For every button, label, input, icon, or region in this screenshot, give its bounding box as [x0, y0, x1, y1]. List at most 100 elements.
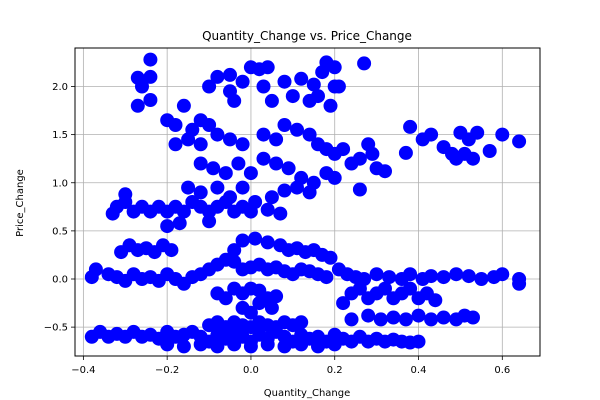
scatter-point: [319, 270, 334, 285]
scatter-point: [243, 339, 258, 354]
scatter-point: [248, 231, 263, 246]
grid: [75, 48, 540, 356]
scatter-point: [269, 132, 284, 147]
scatter-point: [193, 156, 208, 171]
scatter-point: [315, 65, 330, 80]
scatter-point: [306, 77, 321, 92]
scatter-point: [436, 270, 451, 285]
scatter-point: [269, 289, 284, 304]
scatter-point: [323, 250, 338, 265]
scatter-point: [181, 180, 196, 195]
scatter-point: [365, 146, 380, 161]
scatter-point: [235, 74, 250, 89]
y-axis-label: Price_Change: [15, 169, 26, 237]
scatter-point: [424, 127, 439, 142]
scatter-point: [218, 166, 233, 181]
scatter-point: [352, 151, 367, 166]
scatter-point: [357, 56, 372, 71]
x-tick-label: 0.4: [411, 365, 427, 376]
y-tick-label: −0.5: [44, 323, 68, 334]
scatter-point: [302, 185, 317, 200]
y-tick-label: 0.5: [52, 226, 68, 237]
scatter-point: [361, 308, 376, 323]
y-tick-label: 2.0: [52, 82, 68, 93]
scatter-point: [382, 270, 397, 285]
scatter-point: [130, 98, 145, 113]
x-axis-ticks: −0.4 −0.2 0.0 0.2 0.4 0.6: [71, 356, 510, 376]
scatter-point: [512, 134, 527, 149]
scatter-point: [227, 93, 242, 108]
scatter-point: [482, 144, 497, 158]
scatter-point: [176, 204, 191, 219]
scatter-point: [168, 137, 183, 152]
scatter-point: [331, 79, 346, 94]
plot-frame: [74, 47, 541, 357]
scatter-point: [386, 310, 401, 325]
scatter-point: [210, 180, 225, 195]
scatter-point: [206, 161, 221, 176]
scatter-point: [373, 312, 388, 327]
scatter-point: [210, 286, 225, 301]
scatter-point: [495, 127, 510, 142]
scatter-point: [218, 195, 233, 209]
scatter-point: [193, 185, 208, 200]
y-tick-label: 1.5: [52, 130, 68, 141]
scatter-point: [474, 272, 489, 286]
scatter-point: [227, 243, 242, 258]
scatter-point: [466, 151, 480, 166]
scatter-point: [294, 71, 309, 86]
scatter-point: [231, 156, 246, 171]
scatter-point: [398, 312, 413, 327]
scatter-point: [302, 127, 317, 142]
scatter-point: [403, 119, 418, 134]
scatter-point: [378, 281, 392, 296]
scatter-point: [235, 180, 250, 195]
scatter-point: [223, 132, 237, 147]
scatter-point: [269, 156, 284, 171]
scatter-point: [327, 60, 342, 75]
scatter-point: [336, 296, 351, 311]
scatter-point: [160, 337, 175, 352]
scatter-point: [352, 281, 367, 296]
scatter-point: [327, 170, 342, 185]
scatter-point: [260, 337, 275, 352]
scatter-point: [436, 310, 451, 325]
scatter-point: [193, 337, 208, 352]
scatter-point: [277, 339, 292, 354]
scatter-point: [260, 235, 275, 250]
scatter-point: [210, 127, 225, 142]
scatter-point: [256, 79, 271, 94]
x-tick-label: 0.0: [243, 365, 259, 376]
scatter-point: [403, 281, 418, 296]
scatter-point: [277, 183, 292, 198]
scatter-point: [470, 125, 485, 140]
scatter-point: [424, 312, 439, 327]
scatter-point: [424, 269, 439, 284]
scatter-point: [449, 267, 464, 282]
scatter-point: [193, 137, 208, 152]
scatter-point: [143, 69, 158, 84]
scatter-point: [344, 312, 359, 327]
scatter-point: [223, 67, 237, 82]
scatter-point: [277, 118, 292, 132]
scatter-point: [378, 164, 392, 179]
chart-title: Quantity_Change vs. Price_Change: [202, 29, 412, 43]
scatter-point: [323, 98, 338, 113]
scatter-point: [135, 79, 149, 94]
scatter-point: [428, 293, 443, 308]
scatter-point: [235, 137, 250, 152]
scatter-point: [327, 337, 342, 352]
scatter-point: [336, 142, 351, 157]
scatter-point: [311, 339, 325, 354]
scatter-point: [411, 334, 426, 349]
y-axis-ticks: −0.5 0.0 0.5 1.0 1.5 2.0: [44, 82, 75, 334]
scatter-point: [164, 243, 179, 258]
scatter-point: [181, 132, 196, 147]
x-tick-label: −0.2: [155, 365, 179, 376]
scatter-point: [290, 180, 304, 195]
scatter-point: [264, 93, 279, 108]
scatter-point: [281, 161, 296, 176]
scatter-point: [243, 204, 258, 219]
